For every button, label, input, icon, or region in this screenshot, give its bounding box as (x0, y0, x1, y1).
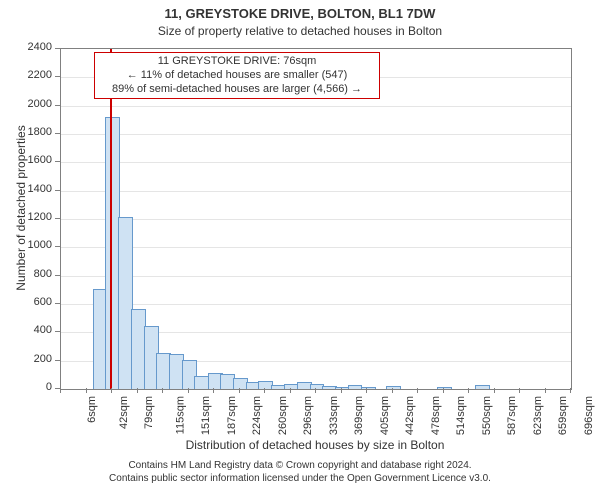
y-tick-label: 800 (20, 268, 52, 280)
x-tick-label: 659sqm (557, 396, 569, 435)
x-tick-mark (366, 388, 367, 393)
y-tick-mark (55, 133, 60, 134)
x-tick-label: 6sqm (86, 396, 98, 423)
histogram-bar (475, 385, 490, 389)
x-tick-mark (417, 388, 418, 393)
page: 11, GREYSTOKE DRIVE, BOLTON, BL1 7DW Siz… (0, 0, 600, 500)
y-tick-mark (55, 246, 60, 247)
histogram-bar (361, 387, 376, 389)
x-tick-mark (86, 388, 87, 393)
page-title: 11, GREYSTOKE DRIVE, BOLTON, BL1 7DW (0, 6, 600, 21)
x-tick-mark (443, 388, 444, 393)
x-tick-mark (60, 388, 61, 393)
credits: Contains HM Land Registry data © Crown c… (0, 460, 600, 485)
x-tick-mark (239, 388, 240, 393)
grid-line (61, 191, 571, 192)
y-tick-label: 1000 (20, 239, 52, 251)
y-tick-label: 1800 (20, 126, 52, 138)
x-axis-label: Distribution of detached houses by size … (60, 438, 570, 452)
x-tick-label: 369sqm (353, 396, 365, 435)
x-tick-mark (341, 388, 342, 393)
grid-line (61, 304, 571, 305)
grid-line (61, 219, 571, 220)
x-tick-mark (545, 388, 546, 393)
grid-line (61, 134, 571, 135)
y-tick-mark (55, 105, 60, 106)
y-tick-mark (55, 190, 60, 191)
chart-plot-area (60, 48, 572, 390)
x-tick-label: 79sqm (143, 396, 155, 429)
histogram-bar (437, 387, 452, 389)
y-tick-label: 2200 (20, 69, 52, 81)
annotation-line-2: ← 11% of detached houses are smaller (54… (95, 69, 379, 83)
y-tick-mark (55, 48, 60, 49)
x-tick-label: 115sqm (174, 396, 186, 434)
y-tick-mark (55, 303, 60, 304)
x-tick-mark (213, 388, 214, 393)
y-tick-label: 1200 (20, 211, 52, 223)
y-tick-mark (55, 275, 60, 276)
x-tick-label: 405sqm (379, 396, 391, 435)
y-tick-label: 2400 (20, 41, 52, 53)
x-tick-label: 550sqm (481, 396, 493, 435)
x-tick-mark (570, 388, 571, 393)
x-tick-label: 187sqm (226, 396, 238, 435)
x-tick-label: 587sqm (506, 396, 518, 435)
x-tick-mark (468, 388, 469, 393)
annotation-line-1: 11 GREYSTOKE DRIVE: 76sqm (95, 55, 379, 69)
x-tick-label: 478sqm (430, 396, 442, 435)
grid-line (61, 162, 571, 163)
x-tick-label: 151sqm (200, 396, 212, 435)
annotation-box: 11 GREYSTOKE DRIVE: 76sqm ← 11% of detac… (94, 52, 380, 99)
x-tick-label: 696sqm (583, 396, 595, 435)
x-tick-label: 623sqm (532, 396, 544, 435)
x-tick-label: 514sqm (455, 396, 467, 435)
y-tick-mark (55, 161, 60, 162)
x-tick-label: 260sqm (277, 396, 289, 435)
x-tick-label: 42sqm (118, 396, 130, 429)
grid-line (61, 276, 571, 277)
y-tick-label: 400 (20, 324, 52, 336)
grid-line (61, 247, 571, 248)
reference-marker-line (110, 49, 112, 389)
x-tick-label: 442sqm (404, 396, 416, 435)
x-tick-mark (494, 388, 495, 393)
x-tick-mark (188, 388, 189, 393)
x-tick-mark (519, 388, 520, 393)
annotation-line-3: 89% of semi-detached houses are larger (… (95, 83, 379, 97)
x-tick-mark (111, 388, 112, 393)
x-tick-mark (290, 388, 291, 393)
credits-line-1: Contains HM Land Registry data © Crown c… (0, 460, 600, 473)
y-tick-mark (55, 360, 60, 361)
y-tick-label: 1600 (20, 154, 52, 166)
y-tick-label: 0 (20, 381, 52, 393)
page-subtitle: Size of property relative to detached ho… (0, 24, 600, 38)
grid-line (61, 106, 571, 107)
y-tick-mark (55, 218, 60, 219)
x-tick-mark (392, 388, 393, 393)
credits-line-2: Contains public sector information licen… (0, 473, 600, 486)
x-tick-label: 333sqm (328, 396, 340, 435)
y-tick-label: 600 (20, 296, 52, 308)
x-tick-mark (137, 388, 138, 393)
y-tick-mark (55, 331, 60, 332)
x-tick-mark (264, 388, 265, 393)
y-tick-label: 1400 (20, 183, 52, 195)
x-tick-mark (162, 388, 163, 393)
histogram-bar (386, 386, 401, 389)
x-tick-label: 296sqm (302, 396, 314, 435)
x-tick-label: 224sqm (251, 396, 263, 435)
x-tick-mark (315, 388, 316, 393)
y-tick-label: 200 (20, 353, 52, 365)
y-tick-label: 2000 (20, 98, 52, 110)
y-tick-mark (55, 76, 60, 77)
